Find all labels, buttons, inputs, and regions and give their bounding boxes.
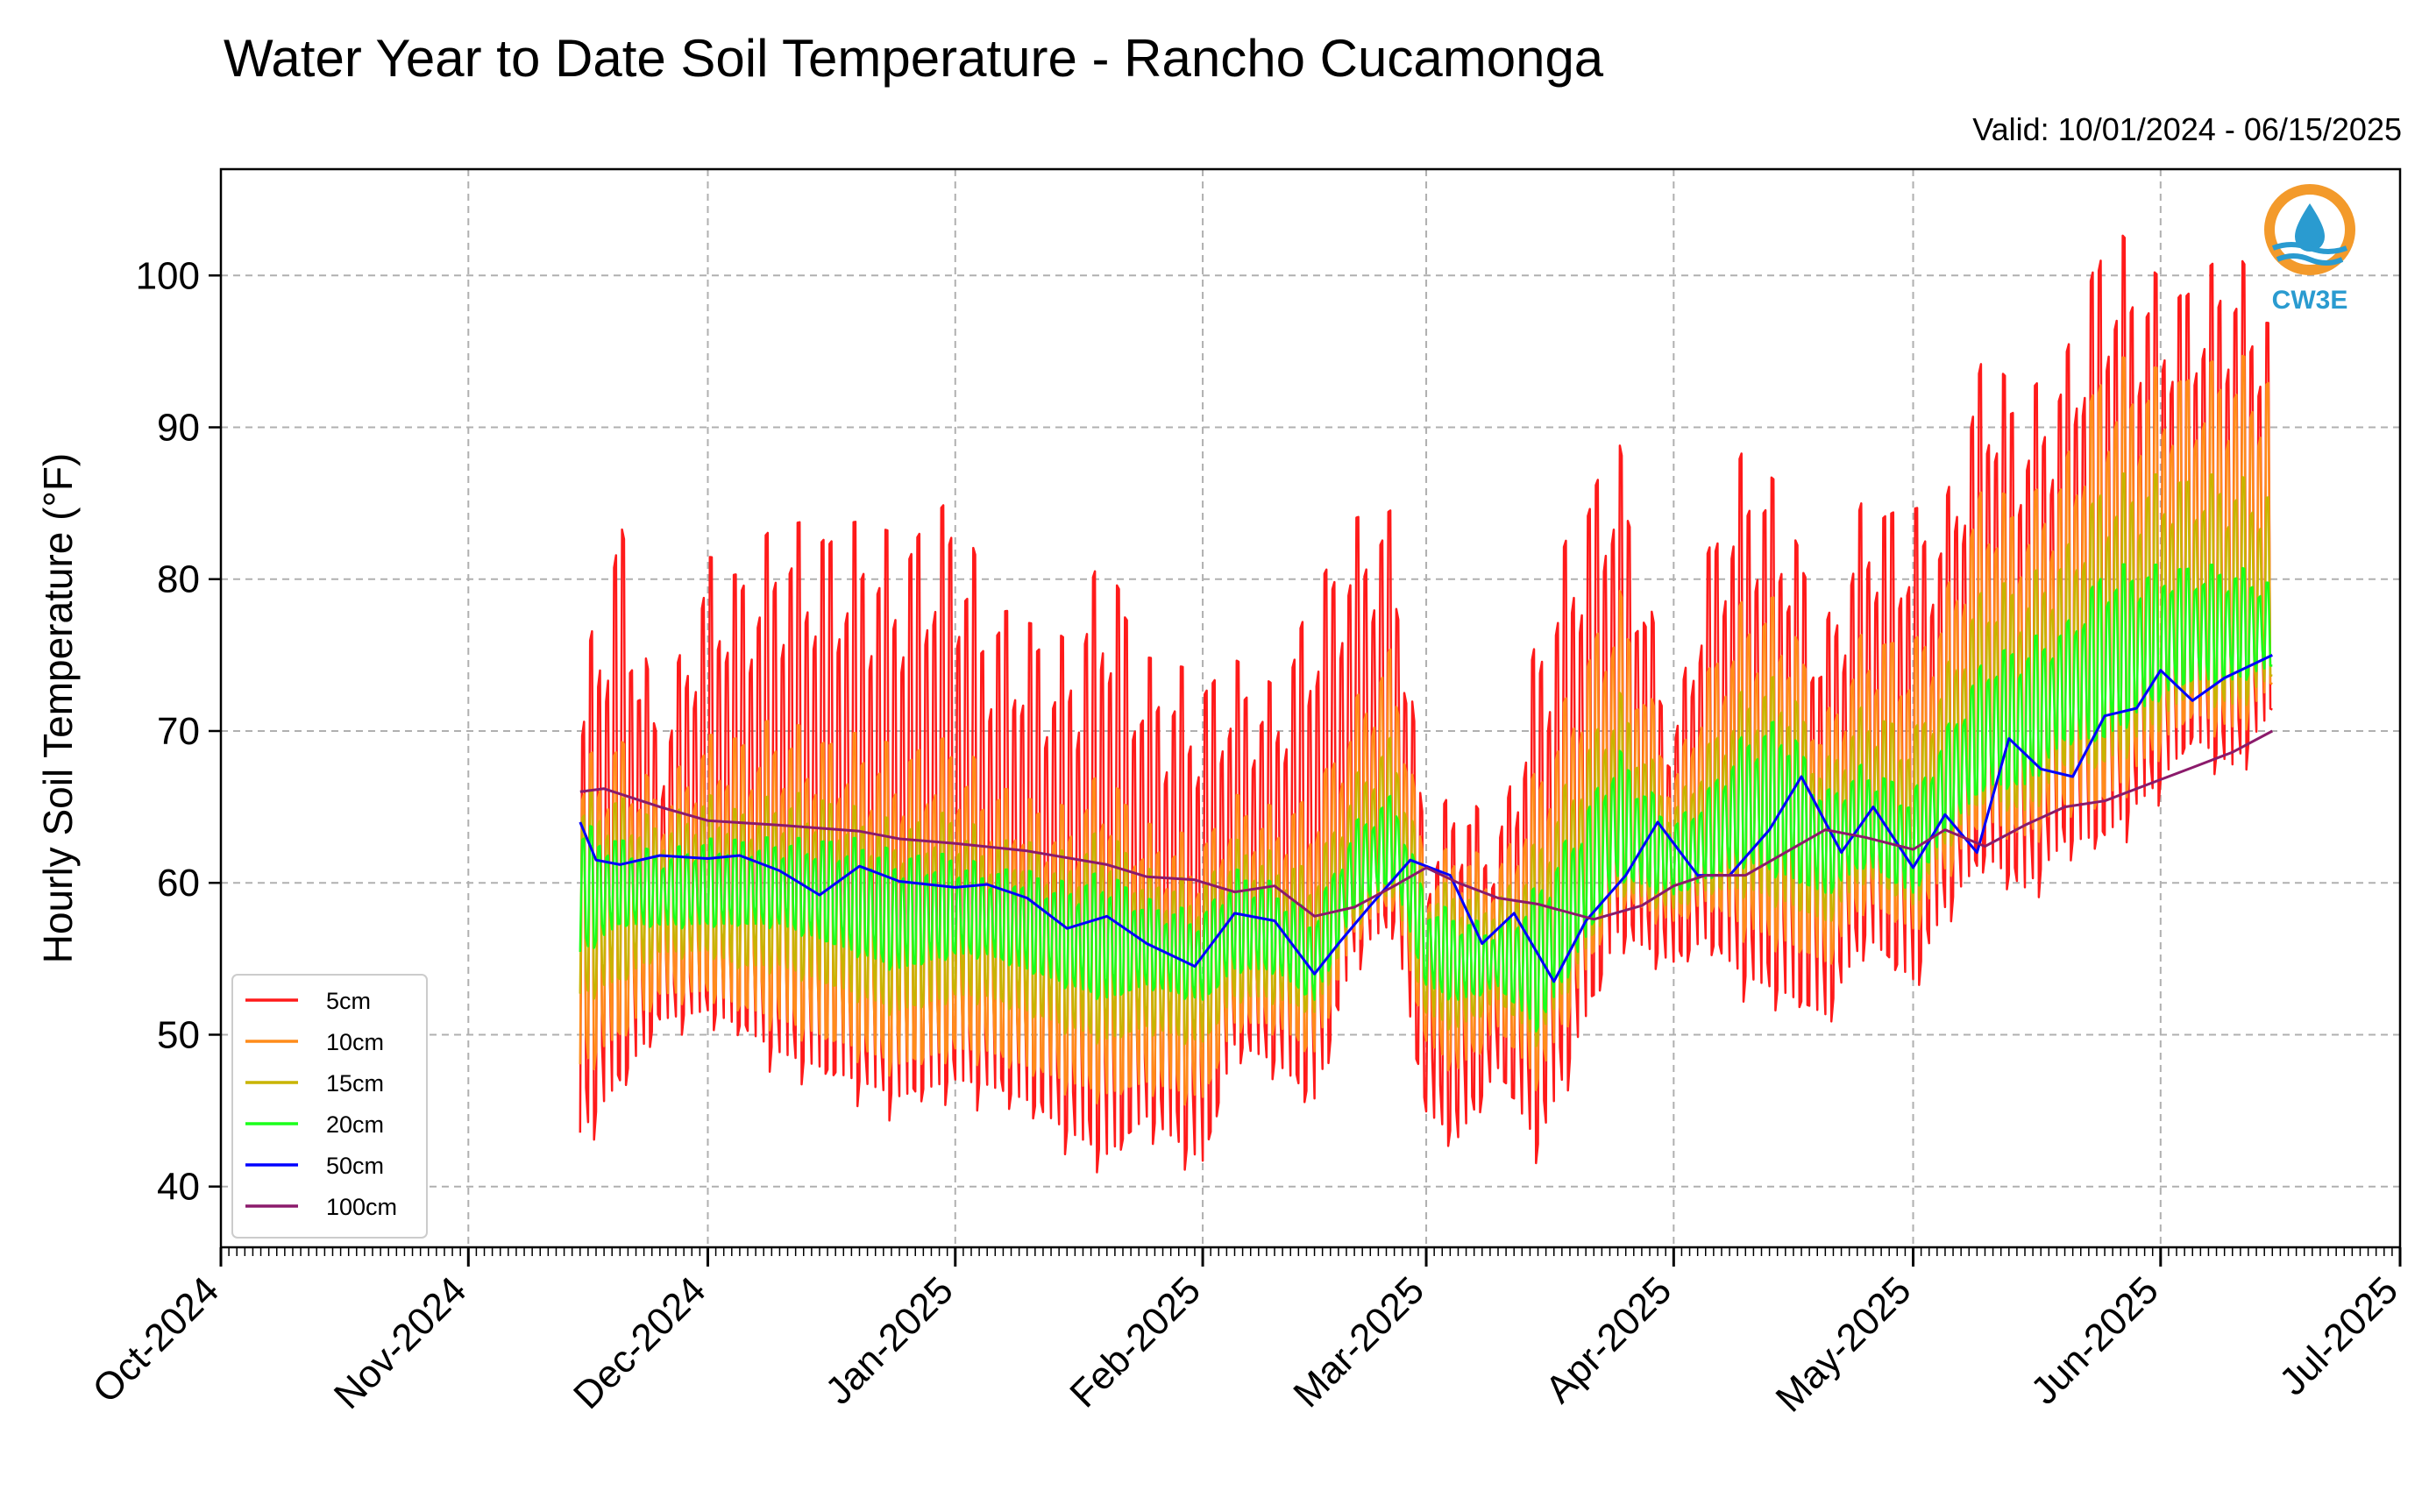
plot-area-frame: [219, 167, 2402, 1249]
logo-text: CW3E: [2272, 286, 2348, 315]
x-tick-label: May-2025: [1768, 1268, 1920, 1420]
legend-label-15cm: 15cm: [326, 1070, 384, 1097]
y-tick-label: 80: [157, 558, 200, 601]
x-tick-label: Jul-2025: [2271, 1268, 2406, 1403]
legend-label-100cm: 100cm: [326, 1194, 397, 1220]
y-tick-label: 40: [157, 1166, 200, 1209]
legend: 5cm 10cm 15cm 20cm 50cm 100cm: [231, 974, 428, 1239]
chart-title: Water Year to Date Soil Temperature - Ra…: [224, 29, 1604, 88]
legend-label-50cm: 50cm: [326, 1153, 384, 1179]
x-tick-label: Feb-2025: [1062, 1268, 1209, 1416]
logo-wave-1: [2271, 242, 2348, 254]
x-tick-label: Oct-2024: [84, 1268, 227, 1411]
y-tick-label: 100: [136, 254, 200, 297]
logo-wave-2: [2276, 253, 2344, 266]
series-lines: [579, 234, 2274, 1174]
x-tick-label: Nov-2024: [326, 1268, 475, 1417]
x-tick-label: Apr-2025: [1538, 1268, 1680, 1411]
y-axis-label: Hourly Soil Temperature (°F): [35, 453, 81, 964]
series-line-50cm: [579, 654, 2273, 983]
y-tick-label: 60: [157, 862, 200, 905]
x-tick-label: Jan-2025: [817, 1268, 961, 1412]
legend-label-20cm: 20cm: [326, 1111, 384, 1138]
x-tick-label: Mar-2025: [1285, 1268, 1432, 1416]
legend-label-10cm: 10cm: [326, 1029, 384, 1055]
legend-label-5cm: 5cm: [326, 988, 371, 1014]
series-line-100cm: [579, 729, 2274, 921]
x-tick-label: Jun-2025: [2022, 1268, 2166, 1412]
y-tick-label: 70: [157, 710, 200, 753]
water-drop-icon: [2295, 203, 2325, 252]
cw3e-logo: CW3E: [2264, 184, 2355, 315]
y-tick-label: 90: [157, 407, 200, 450]
x-tick-label: Dec-2024: [565, 1268, 714, 1417]
chart-subtitle: Valid: 10/01/2024 - 06/15/2025: [1972, 111, 2402, 147]
y-tick-label: 50: [157, 1013, 200, 1056]
series-line-20cm: [579, 563, 2273, 1033]
